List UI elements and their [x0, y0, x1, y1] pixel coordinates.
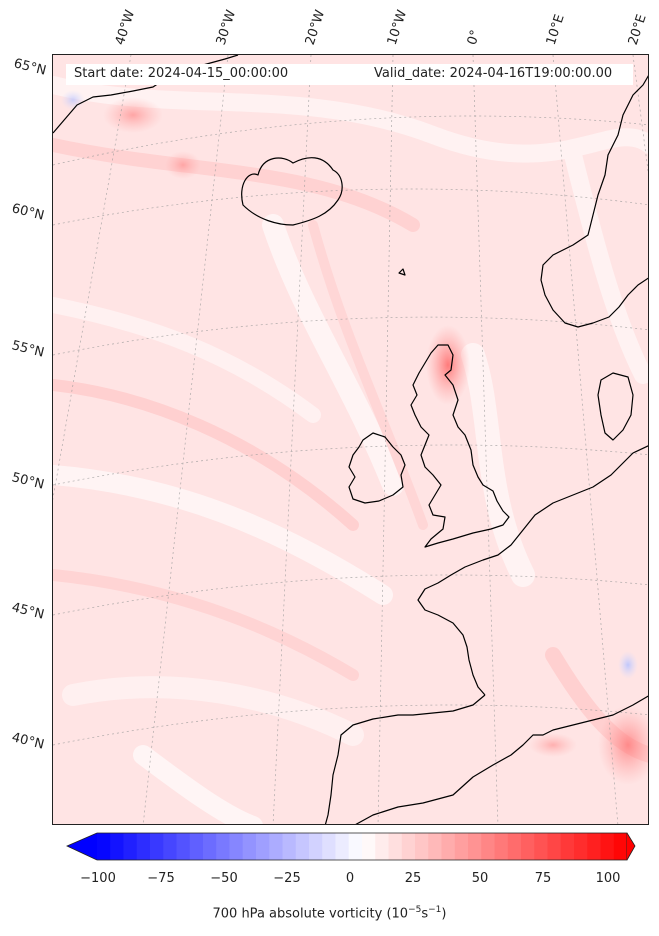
lon-label-0: 0° — [464, 28, 484, 47]
lat-label-45n: 45°N — [10, 600, 46, 623]
colorbar-bin — [574, 833, 588, 860]
colorbar-bin — [256, 833, 270, 860]
start-date-text: Start date: 2024-04-15_00:00:00 — [74, 66, 289, 81]
colorbar-label: 700 hPa absolute vorticity (10−5s−1) — [212, 905, 447, 922]
colorbar-bin — [468, 833, 482, 860]
colorbar-min-extend — [66, 832, 98, 861]
colorbar-bin — [375, 833, 389, 860]
colorbar-tick: −100 — [80, 871, 116, 886]
colorbar-bin — [309, 833, 323, 860]
colorbar-bin — [203, 833, 217, 860]
lon-label-20w: 20°W — [302, 8, 329, 47]
colorbar-max-extend — [626, 832, 636, 861]
colorbar-bin — [348, 833, 363, 860]
colorbar-bin — [97, 833, 111, 860]
colorbar-tick: −75 — [147, 871, 175, 886]
colorbar-bin — [335, 833, 350, 860]
vorticity-hotspots — [61, 90, 648, 785]
lat-label-50n: 50°N — [10, 470, 46, 493]
colorbar-bin — [507, 833, 522, 860]
colorbar-bin — [229, 833, 244, 860]
lon-label-10w: 10°W — [384, 8, 411, 47]
lon-label-10e: 10°E — [543, 12, 568, 48]
vorticity-map — [53, 55, 648, 824]
info-box — [66, 64, 633, 85]
colorbar-bin — [494, 833, 509, 860]
lon-label-40w: 40°W — [112, 8, 139, 47]
colorbar-tick: 50 — [471, 871, 489, 886]
colorbar-bin — [150, 833, 164, 860]
colorbar-bin — [560, 833, 575, 860]
colorbar-bin — [362, 833, 376, 860]
colorbar-bin — [428, 833, 442, 860]
colorbar-tick: 75 — [534, 871, 552, 886]
colorbar-bin — [587, 833, 601, 860]
colorbar-bin — [295, 833, 310, 860]
valid-date-text: Valid_date: 2024-04-16T19:00:00.00 — [374, 66, 613, 81]
colorbar-bin — [216, 833, 230, 860]
colorbar-bin — [163, 833, 177, 860]
colorbar — [66, 832, 636, 861]
colorbar-bin — [534, 833, 548, 860]
colorbar-bin — [388, 833, 403, 860]
colorbar-tick: −25 — [273, 871, 301, 886]
colorbar-tick: −50 — [210, 871, 238, 886]
colorbar-bin — [401, 833, 416, 860]
colorbar-tick: 25 — [404, 871, 422, 886]
colorbar-bin — [521, 833, 535, 860]
lat-label-60n: 60°N — [10, 201, 46, 224]
lat-label-55n: 55°N — [10, 338, 46, 361]
colorbar-bin — [613, 833, 628, 860]
colorbar-bin — [600, 833, 615, 860]
colorbar-tick: 100 — [595, 871, 621, 886]
map-panel — [52, 54, 649, 825]
coastlines — [53, 55, 648, 824]
colorbar-bin — [269, 833, 283, 860]
colorbar-bin — [282, 833, 297, 860]
colorbar-bin — [176, 833, 191, 860]
colorbar-bin — [123, 833, 138, 860]
colorbar-bin — [454, 833, 469, 860]
colorbar-bin — [322, 833, 336, 860]
field-background — [53, 55, 648, 824]
colorbar-tick: 0 — [345, 871, 355, 886]
colorbar-bin — [481, 833, 495, 860]
colorbar-bin — [242, 833, 257, 860]
lat-label-65n: 65°N — [12, 56, 48, 79]
lon-label-30w: 30°W — [213, 8, 240, 47]
colorbar-bin — [415, 833, 429, 860]
colorbar-bin — [136, 833, 151, 860]
colorbar-bin — [110, 833, 124, 860]
lon-label-20e: 20°E — [625, 12, 650, 48]
colorbar-bin — [441, 833, 456, 860]
lat-label-40n: 40°N — [10, 730, 46, 753]
graticule — [53, 55, 648, 824]
colorbar-bin — [189, 833, 204, 860]
colorbar-bin — [547, 833, 562, 860]
